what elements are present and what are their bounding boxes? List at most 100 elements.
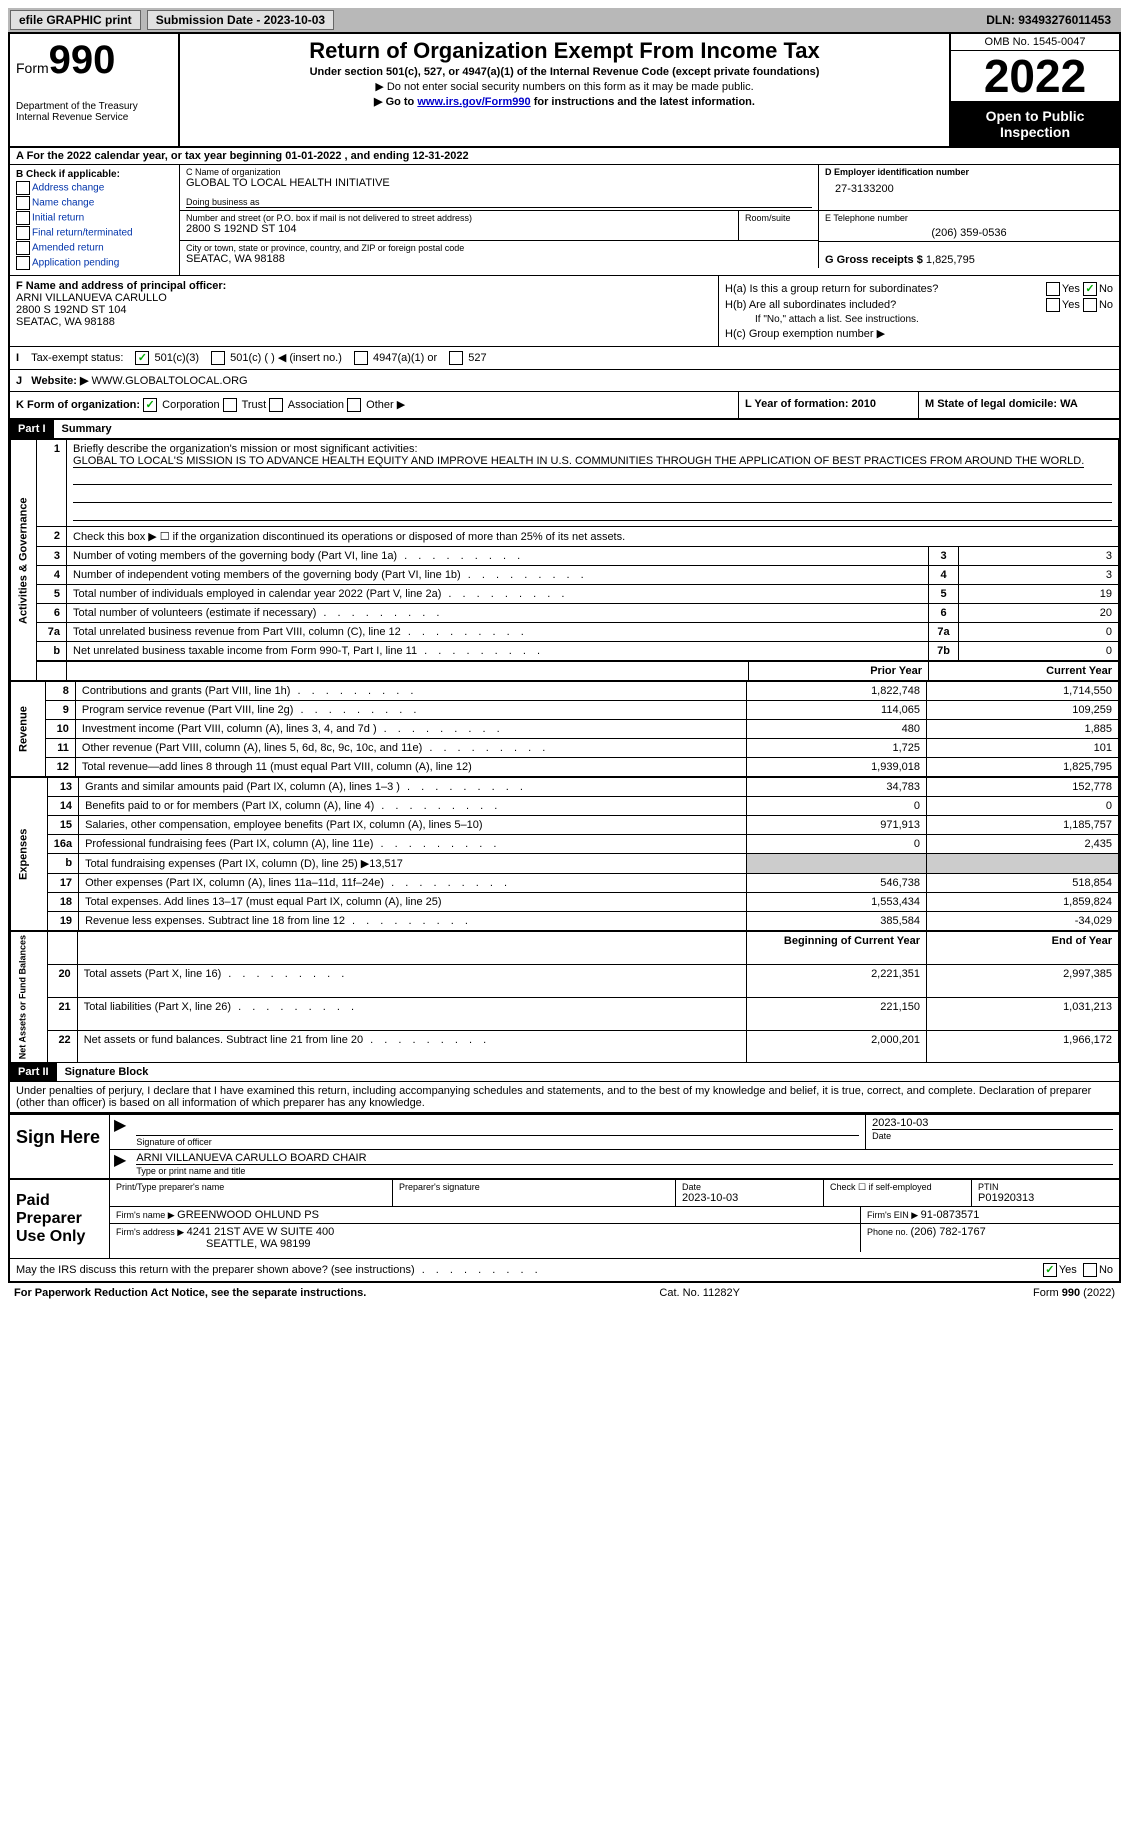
part1-netassets: Net Assets or Fund Balances Beginning of…	[10, 931, 1119, 1063]
efile-print-button[interactable]: efile GRAPHIC print	[10, 10, 141, 30]
cb-app-pending[interactable]: Application pending	[16, 256, 173, 270]
form-frame: Form990 Department of the Treasury Inter…	[8, 32, 1121, 1283]
firm-phone: (206) 782-1767	[911, 1226, 986, 1238]
sign-here-section: Sign Here ▶ Signature of officer 2023-10…	[10, 1113, 1119, 1178]
h-b: H(b) Are all subordinates included? Yes …	[725, 298, 1113, 312]
sig-officer-label: Signature of officer	[136, 1135, 859, 1147]
may-discuss-row: May the IRS discuss this return with the…	[10, 1258, 1119, 1281]
ptin: P01920313	[978, 1192, 1113, 1204]
cb-501c[interactable]: 501(c) ( ) ◀ (insert no.)	[211, 351, 342, 365]
vlabel-netassets: Net Assets or Fund Balances	[11, 932, 48, 1063]
cb-501c3[interactable]: 501(c)(3)	[135, 351, 199, 365]
form-org-label: K Form of organization:	[16, 399, 140, 411]
omb-number: OMB No. 1545-0047	[951, 34, 1119, 51]
ein: 27-3133200	[825, 177, 1113, 195]
cb-trust[interactable]: Trust	[223, 399, 267, 411]
row-i-tax-status: I Tax-exempt status: 501(c)(3) 501(c) ( …	[10, 347, 1119, 370]
cb-address-change[interactable]: Address change	[16, 181, 173, 195]
officer-addr2: SEATAC, WA 98188	[16, 316, 712, 328]
part1-header: Part I Summary	[10, 420, 1119, 439]
officer-addr1: 2800 S 192ND ST 104	[16, 304, 712, 316]
cb-discuss-yes[interactable]: Yes	[1043, 1263, 1077, 1277]
cb-name-change[interactable]: Name change	[16, 196, 173, 210]
prep-self-label: Check ☐ if self-employed	[830, 1182, 965, 1193]
prep-date: 2023-10-03	[682, 1192, 817, 1204]
phone-label: E Telephone number	[825, 213, 1113, 223]
officer-name-label: Type or print name and title	[136, 1164, 1113, 1176]
ein-label: D Employer identification number	[825, 167, 1113, 177]
section-b-to-g: B Check if applicable: Address change Na…	[10, 165, 1119, 276]
gross-receipts: G Gross receipts $ 1,825,795	[825, 244, 1113, 266]
tax-status-label: Tax-exempt status:	[31, 352, 123, 364]
cb-final-return[interactable]: Final return/terminated	[16, 226, 173, 240]
state-domicile: M State of legal domicile: WA	[919, 392, 1119, 418]
row-k: K Form of organization: Corporation Trus…	[10, 392, 1119, 420]
row-j-website: J Website: ▶ WWW.GLOBALTOLOCAL.ORG	[10, 370, 1119, 392]
h-b-note: If "No," attach a list. See instructions…	[725, 314, 1113, 325]
subtitle-1: Under section 501(c), 527, or 4947(a)(1)…	[190, 66, 939, 78]
part2-header: Part II Signature Block	[10, 1063, 1119, 1082]
arrow-icon: ▶	[110, 1115, 130, 1149]
open-to-public: Open to Public Inspection	[951, 102, 1119, 146]
q2: Check this box ▶ ☐ if the organization d…	[67, 527, 1119, 547]
tax-year: 2022	[951, 51, 1119, 102]
cb-other[interactable]: Other ▶	[347, 399, 405, 411]
mission-text: GLOBAL TO LOCAL'S MISSION IS TO ADVANCE …	[73, 455, 1084, 468]
dba-label: Doing business as	[186, 197, 812, 208]
street-address: 2800 S 192ND ST 104	[186, 223, 732, 235]
topbar: efile GRAPHIC print Submission Date - 20…	[8, 8, 1121, 32]
dln: DLN: 93493276011453	[986, 13, 1119, 27]
part1-expenses: Expenses 13Grants and similar amounts pa…	[10, 777, 1119, 931]
officer-name: ARNI VILLANUEVA CARULLO	[16, 292, 712, 304]
section-f-h: F Name and address of principal officer:…	[10, 276, 1119, 347]
cb-527[interactable]: 527	[449, 351, 486, 365]
city-label: City or town, state or province, country…	[186, 243, 812, 253]
cb-initial-return[interactable]: Initial return	[16, 211, 173, 225]
paperwork-notice: For Paperwork Reduction Act Notice, see …	[14, 1287, 366, 1299]
cb-discuss-no[interactable]: No	[1083, 1263, 1113, 1277]
officer-label: F Name and address of principal officer:	[16, 280, 712, 292]
col-c: C Name of organization GLOBAL TO LOCAL H…	[180, 165, 1119, 275]
firm-addr2: SEATTLE, WA 98199	[116, 1238, 311, 1250]
part1-table: Activities & Governance 1 Briefly descri…	[10, 439, 1119, 681]
city-state-zip: SEATAC, WA 98188	[186, 253, 812, 265]
sig-date-label: Date	[872, 1129, 1113, 1141]
submission-date: Submission Date - 2023-10-03	[147, 10, 334, 30]
form-number: Form990	[16, 38, 172, 83]
h-c: H(c) Group exemption number ▶	[725, 327, 1113, 340]
phone: (206) 359-0536	[825, 223, 1113, 239]
cat-no: Cat. No. 11282Y	[659, 1287, 740, 1299]
firm-name: GREENWOOD OHLUND PS	[177, 1209, 319, 1221]
sig-date: 2023-10-03	[872, 1117, 1113, 1129]
paid-preparer-section: Paid Preparer Use Only Print/Type prepar…	[10, 1178, 1119, 1258]
irs-label: Internal Revenue Service	[16, 112, 172, 123]
cb-corp[interactable]: Corporation	[143, 399, 220, 411]
part1-revenue: Revenue 8Contributions and grants (Part …	[10, 681, 1119, 777]
h-a: H(a) Is this a group return for subordin…	[725, 282, 1113, 296]
org-name: GLOBAL TO LOCAL HEALTH INITIATIVE	[186, 177, 812, 189]
subtitle-3: ▶ Go to www.irs.gov/Form990 for instruct…	[190, 95, 939, 108]
cb-amended[interactable]: Amended return	[16, 241, 173, 255]
vlabel-expenses: Expenses	[11, 778, 48, 931]
cb-assoc[interactable]: Association	[269, 399, 344, 411]
sign-here-label: Sign Here	[10, 1115, 110, 1178]
room-label: Room/suite	[745, 213, 812, 223]
addr-label: Number and street (or P.O. box if mail i…	[186, 213, 732, 223]
org-name-label: C Name of organization	[186, 167, 812, 177]
row-a-tax-year: A For the 2022 calendar year, or tax yea…	[10, 148, 1119, 165]
col-b-checkboxes: B Check if applicable: Address change Na…	[10, 165, 180, 275]
prep-name-label: Print/Type preparer's name	[116, 1182, 386, 1192]
subtitle-2: ▶ Do not enter social security numbers o…	[190, 80, 939, 93]
firm-addr1: 4241 21ST AVE W SUITE 400	[187, 1226, 335, 1238]
form-title: Return of Organization Exempt From Incom…	[190, 38, 939, 64]
form-footer: Form 990 (2022)	[1033, 1287, 1115, 1299]
q1-label: Briefly describe the organization's miss…	[73, 443, 417, 455]
cb-4947[interactable]: 4947(a)(1) or	[354, 351, 437, 365]
firm-ein: 91-0873571	[921, 1209, 980, 1221]
irs-link[interactable]: www.irs.gov/Form990	[417, 96, 530, 108]
col-b-title: B Check if applicable:	[16, 169, 120, 180]
vlabel-activities: Activities & Governance	[11, 440, 37, 681]
vlabel-revenue: Revenue	[11, 682, 46, 777]
arrow-icon: ▶	[110, 1150, 130, 1178]
officer-printed-name: ARNI VILLANUEVA CARULLO BOARD CHAIR	[136, 1152, 1113, 1164]
